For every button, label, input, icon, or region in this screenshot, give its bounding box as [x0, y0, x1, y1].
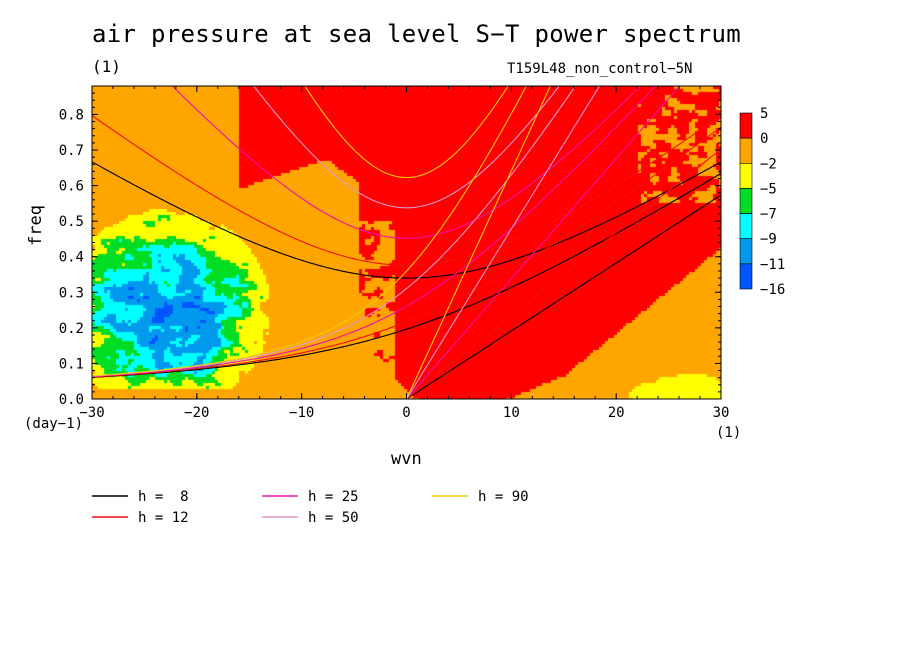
y-tick-label: 0.2	[59, 321, 84, 337]
colorbar-swatch	[739, 238, 753, 265]
colorbar-label: −9	[760, 232, 777, 248]
curve-h90-mrg	[92, 86, 527, 377]
curve-h12-ig	[92, 115, 721, 266]
colorbar-swatch	[739, 137, 753, 164]
legend: h = 8 h = 12 h = 25 h = 50 h = 90	[92, 489, 529, 526]
x-tick-label: 0	[402, 405, 410, 421]
curve-h50-mrg	[92, 86, 577, 377]
dispersion-curves	[92, 86, 721, 399]
colorbar-swatch	[739, 263, 753, 290]
curve-h90-kelvin	[405, 86, 551, 399]
y-tick-label: 0.7	[59, 143, 84, 159]
curve-h25-ig	[171, 86, 642, 239]
y-tick-label: 0.4	[59, 250, 84, 266]
colorbar: 5 0 −2 −5 −7 −9 −11 −16	[739, 106, 785, 298]
colorbar-label: −2	[760, 156, 777, 172]
y-axis-unit: (day−1)	[24, 416, 84, 432]
curve-h50-ig	[253, 86, 560, 209]
colorbar-label: −5	[760, 181, 777, 197]
curve-h8-mrg	[92, 172, 721, 378]
legend-label: h = 90	[478, 489, 529, 505]
power-field	[92, 86, 721, 399]
y-tick-label: 0.3	[59, 285, 84, 301]
colorbar-label: 5	[760, 106, 768, 122]
curve-h25-mrg	[92, 86, 657, 378]
title-unit: (1)	[92, 57, 121, 76]
colorbar-label: −7	[760, 207, 777, 223]
x-tick-label: −20	[184, 405, 209, 421]
colorbar-swatch	[739, 213, 753, 240]
colorbar-label: −11	[760, 257, 785, 273]
curve-h25-kelvin	[406, 86, 681, 399]
legend-label: h = 8	[138, 489, 189, 505]
x-axis-label: wvn	[391, 449, 422, 469]
x-tick-label: 10	[503, 405, 520, 421]
curve-h12-mrg	[92, 126, 721, 378]
curve-h8-kelvin	[406, 194, 721, 399]
x-tick-label: 30	[713, 405, 730, 421]
legend-label: h = 12	[138, 510, 189, 526]
x-tick-label: 20	[608, 405, 625, 421]
x-tick-label: −10	[289, 405, 314, 421]
axes: −30 −20 −10 0 10 20 30 0.0 0.1 0.2 0.3 0.4 0.5 0.6 0.7…	[59, 85, 730, 421]
colorbar-swatch	[739, 112, 753, 139]
run-label: T159L48_non_control−5N	[507, 61, 693, 77]
y-tick-label: 0.8	[59, 107, 84, 123]
x-axis-unit: (1)	[716, 425, 742, 441]
y-axis-label: freq	[26, 205, 46, 246]
colorbar-label: −16	[760, 282, 785, 298]
plot-area	[92, 86, 721, 399]
colorbar-swatch	[739, 162, 753, 189]
legend-label: h = 25	[308, 489, 359, 505]
y-tick-label: 0.6	[59, 179, 84, 195]
y-tick-label: 0.1	[59, 356, 84, 372]
curve-h8-ig	[92, 161, 721, 279]
chart-title: air pressure at sea level S−T power spec…	[92, 20, 741, 48]
y-tick-label: 0.5	[59, 214, 84, 230]
colorbar-swatch	[739, 188, 753, 214]
y-tick-label: 0.0	[59, 392, 84, 408]
curve-h90-ig	[304, 86, 509, 179]
curve-h12-kelvin	[406, 148, 721, 399]
colorbar-label: 0	[760, 131, 768, 147]
legend-label: h = 50	[308, 510, 359, 526]
x-tick-label: −30	[79, 405, 104, 421]
curve-h50-kelvin	[406, 86, 601, 399]
